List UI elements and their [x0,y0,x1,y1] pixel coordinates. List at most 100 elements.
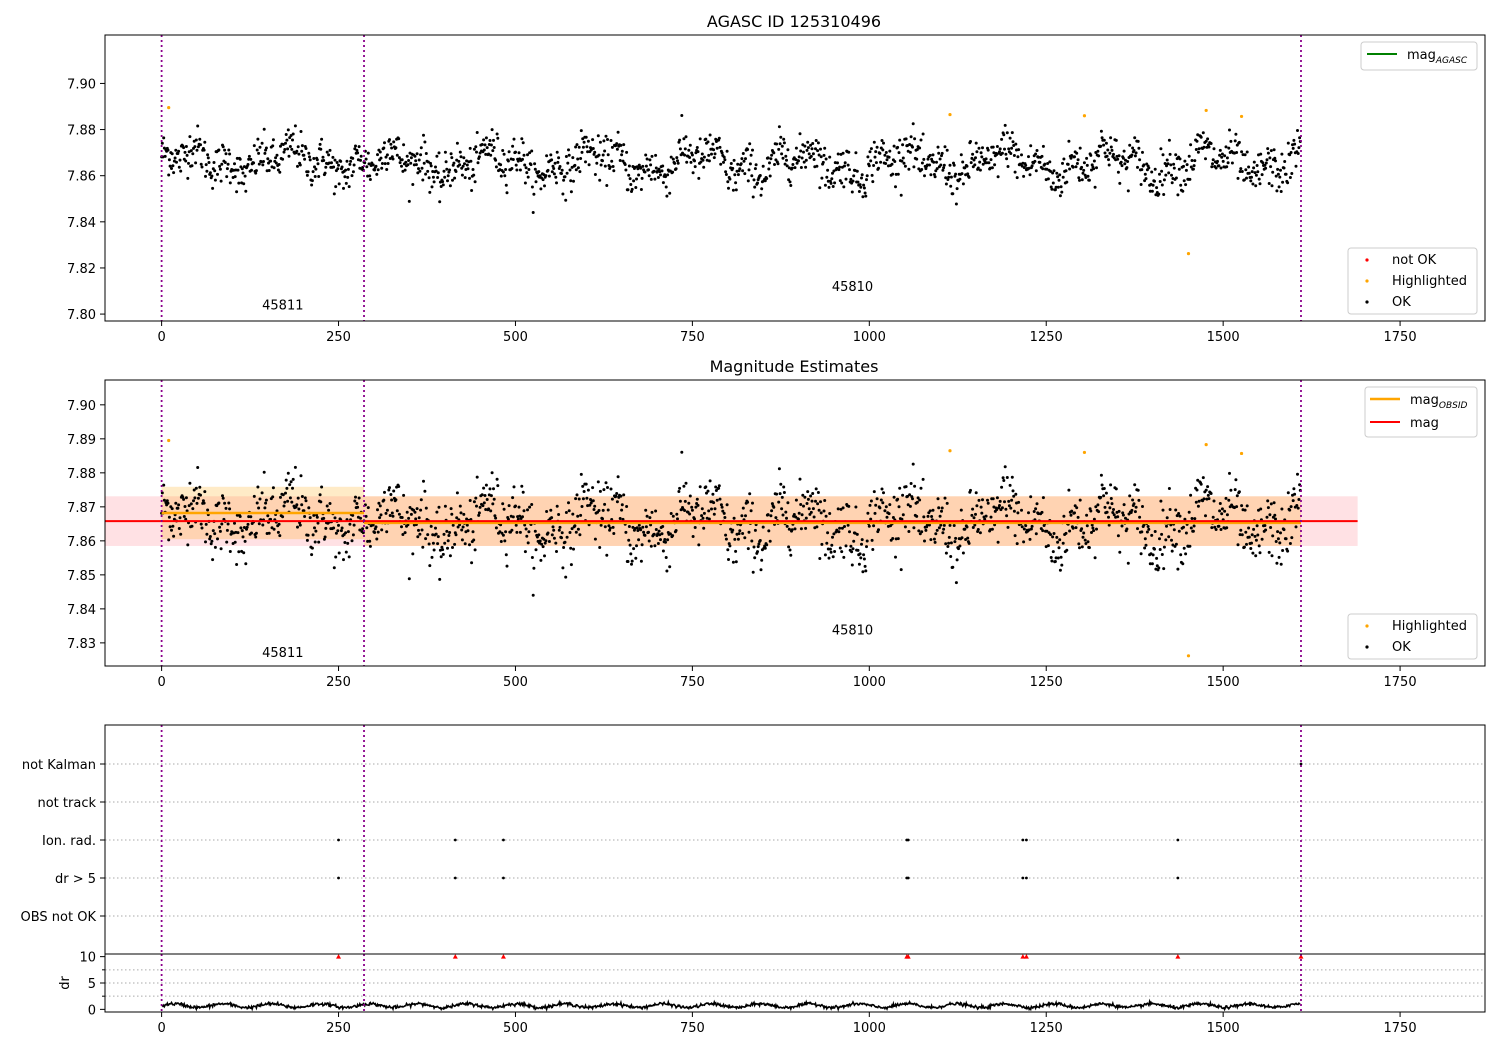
flag-event [906,876,910,880]
agasc-point [546,168,550,172]
estimate-point [221,496,225,500]
agasc-point [626,188,630,192]
agasc-point [779,135,783,139]
agasc-point [654,153,658,157]
agasc-point [863,191,867,195]
estimate-point [925,523,929,527]
x-tick-label-4-1250: 1250 [1030,1021,1063,1036]
estimate-point [220,522,224,526]
agasc-point [1035,149,1039,152]
estimate-point [666,538,670,542]
estimate-point [1030,524,1034,528]
estimate-point [1034,532,1038,536]
agasc-point [182,146,186,150]
estimate-highlighted-point [1204,443,1208,447]
estimate-point [888,503,892,507]
estimate-point [496,484,500,488]
estimate-point [436,535,440,539]
agasc-point [582,140,586,144]
estimate-point [629,552,633,556]
estimate-point [1010,498,1014,502]
estimate-point [675,512,679,516]
estimate-point [490,471,494,475]
agasc-point [163,154,167,158]
agasc-point [1117,154,1121,158]
agasc-point [1172,162,1176,166]
agasc-point [1168,152,1172,156]
estimate-point [1068,529,1072,533]
estimate-point [1094,505,1098,509]
agasc-point [1274,159,1277,163]
estimate-point [1294,525,1298,529]
estimate-point [1102,494,1106,498]
estimate-point [191,507,195,511]
estimate-point [711,492,715,496]
agasc-point [264,146,268,150]
estimate-point [1054,556,1058,560]
estimate-point [162,483,166,487]
estimate-point [1280,507,1284,511]
agasc-point [465,163,469,167]
estimate-point [1297,498,1301,501]
agasc-point [211,186,215,190]
estimate-point [885,515,889,519]
agasc-point [741,169,745,173]
estimate-point [1000,485,1004,489]
agasc-point [424,172,428,176]
estimate-point [1117,509,1121,513]
agasc-point [170,152,174,156]
agasc-point [678,147,682,151]
agasc-point [1151,183,1155,187]
agasc-point [852,174,856,178]
agasc-point [422,133,425,137]
estimate-point [758,539,762,542]
agasc-point [578,170,582,174]
agasc-point [1002,133,1006,137]
agasc-point [523,163,527,167]
agasc-point [296,164,299,168]
y-tick-label-2-3: 7.86 [67,535,96,550]
agasc-point [1009,152,1013,155]
estimate-point [546,531,550,535]
estimate-point [1250,533,1254,537]
estimate-point [442,532,446,536]
estimate-point [380,528,384,532]
agasc-point [1297,146,1301,150]
estimate-point [264,498,268,502]
estimate-point [441,548,445,552]
agasc-point [168,164,172,168]
agasc-point [1158,180,1162,183]
estimate-point [814,487,818,491]
agasc-point [969,140,972,143]
estimate-point [744,514,747,518]
estimate-point [217,501,221,505]
agasc-point [701,158,705,162]
estimate-point [434,532,438,536]
estimate-point [891,537,895,540]
agasc-point [243,174,247,178]
estimate-point [940,506,944,510]
agasc-point [1162,193,1166,196]
estimate-point [395,509,399,513]
agasc-point [533,162,537,166]
agasc-point [308,158,312,162]
agasc-point [782,137,786,141]
agasc-point [1192,164,1196,168]
agasc-point [484,136,488,140]
estimate-point [1015,542,1019,546]
estimate-point [314,529,318,533]
estimate-point [1245,542,1248,546]
estimate-point [574,497,578,501]
agasc-point [374,164,378,168]
estimate-point [1210,526,1214,530]
estimate-point [1024,524,1028,528]
agasc-point [414,163,418,167]
estimate-point [929,538,933,542]
estimate-point [1155,556,1159,560]
estimate-point [916,496,920,500]
estimate-point [873,511,877,515]
estimate-point [737,532,741,536]
estimate-point [458,504,462,508]
estimate-point [782,491,786,494]
agasc-point [1126,160,1130,163]
